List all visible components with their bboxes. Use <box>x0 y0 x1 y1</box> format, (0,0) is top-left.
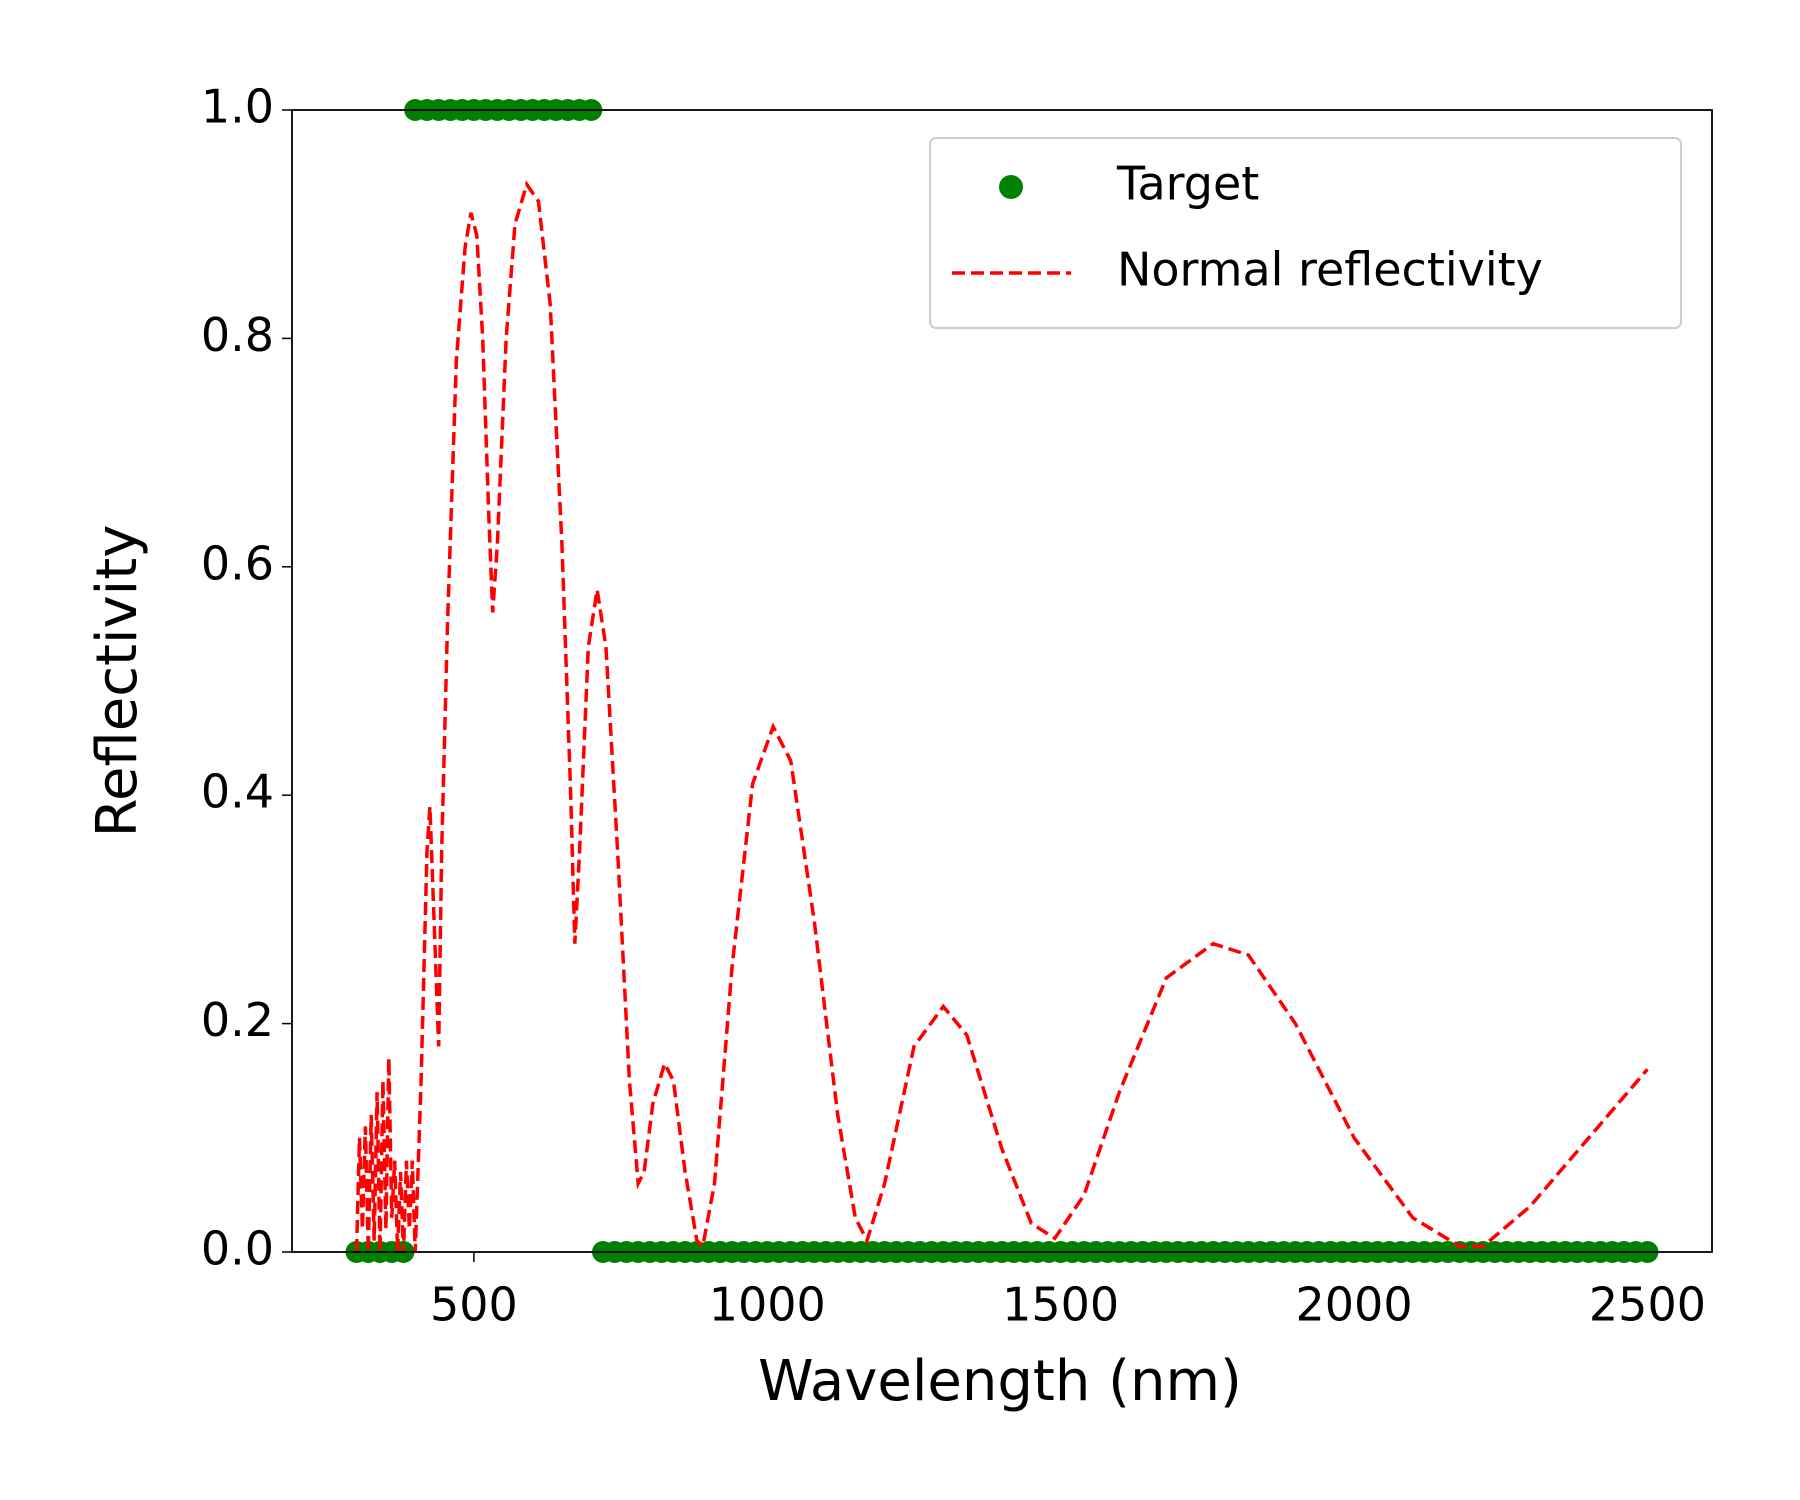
x-tick-label: 2000 <box>1296 1278 1413 1332</box>
x-tick-label: 1500 <box>1002 1278 1119 1332</box>
y-tick-label: 1.0 <box>201 80 274 134</box>
y-tick-label: 0.6 <box>201 536 274 590</box>
y-tick-label: 0.8 <box>201 308 274 362</box>
x-tick-label: 1000 <box>709 1278 826 1332</box>
x-axis-label: Wavelength (nm) <box>758 1349 1242 1414</box>
y-tick-label: 0.0 <box>201 1222 274 1276</box>
legend-label: Target <box>1116 157 1259 211</box>
legend-box <box>929 137 1682 329</box>
legend-label: Normal reflectivity <box>1117 243 1543 297</box>
plot-frame <box>291 109 1713 1253</box>
line-series <box>354 180 1649 1253</box>
legend-marker <box>999 175 1023 199</box>
y-tick-label: 0.4 <box>201 765 274 819</box>
y-axis-label: Reflectivity <box>85 525 150 838</box>
y-tick-label: 0.2 <box>201 993 274 1047</box>
x-tick-label: 500 <box>430 1278 518 1332</box>
x-tick-label: 2500 <box>1589 1278 1706 1332</box>
